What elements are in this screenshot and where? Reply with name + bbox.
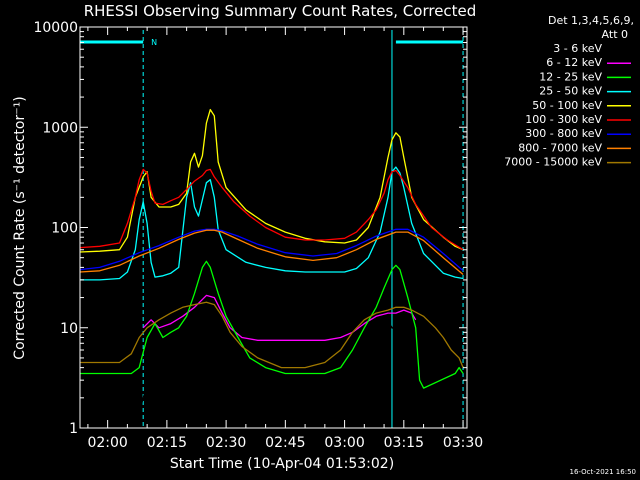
- legend-entry-label: 12 - 25 keV: [539, 70, 602, 83]
- legend-entry-label: 800 - 7000 keV: [518, 141, 602, 154]
- x-tick-label: 02:00: [87, 435, 127, 451]
- axes-group: 1 10 100 1000 10000 02:00 02:15 02:30 02:45 03:00…: [33, 20, 483, 451]
- timestamp: 16-Oct-2021 16:50: [570, 468, 636, 476]
- night-marker-label: N: [151, 38, 157, 47]
- x-tick-label: 03:15: [384, 435, 424, 451]
- x-tick-label: 03:30: [443, 435, 483, 451]
- y-tick-label: 10: [60, 321, 78, 337]
- chart-title: RHESSI Observing Summary Count Rates, Co…: [84, 2, 477, 20]
- legend-entry-label: 300 - 800 keV: [525, 127, 602, 140]
- series-line-3-6-kev: [80, 306, 417, 429]
- legend-entry-label: 25 - 50 keV: [539, 85, 602, 98]
- y-axis-label: Corrected Count Rate (s⁻¹ detector⁻¹): [12, 96, 28, 359]
- y-tick-label: 10000: [33, 20, 78, 36]
- legend-entry-label: 6 - 12 keV: [546, 56, 602, 69]
- x-axis-label: Start Time (10-Apr-04 01:53:02): [170, 456, 394, 472]
- legend-entry-label: 100 - 300 keV: [525, 113, 602, 126]
- legend-entry-label: 50 - 100 keV: [532, 99, 602, 112]
- x-tick-label: 02:15: [147, 435, 187, 451]
- x-tick-label: 02:30: [206, 435, 246, 451]
- legend-entry-label: 3 - 6 keV: [553, 42, 602, 55]
- series-group: [79, 108, 464, 429]
- y-tick-label: 100: [51, 221, 78, 237]
- series-line-12-25-kev: [80, 260, 464, 389]
- legend-entry-label: 7000 - 15000 keV: [504, 156, 602, 169]
- series-line-7000-15000-kev: [80, 301, 464, 369]
- y-tick-label: 1: [69, 421, 78, 437]
- series-line-800-7000-kev: [79, 229, 464, 275]
- series-line-100-300-kev: [79, 168, 464, 251]
- x-tick-label: 02:45: [265, 435, 305, 451]
- series-line-6-12-kev: [142, 294, 417, 341]
- y-tick-label: 1000: [42, 120, 78, 136]
- series-line-300-800-kev: [79, 228, 464, 272]
- legend-header-line1: Det 1,3,4,5,6,9,: [548, 14, 634, 27]
- x-tick-label: 03:00: [324, 435, 364, 451]
- legend-header-line2: Att 0: [602, 28, 628, 41]
- series-line-25-50-kev: [80, 166, 464, 281]
